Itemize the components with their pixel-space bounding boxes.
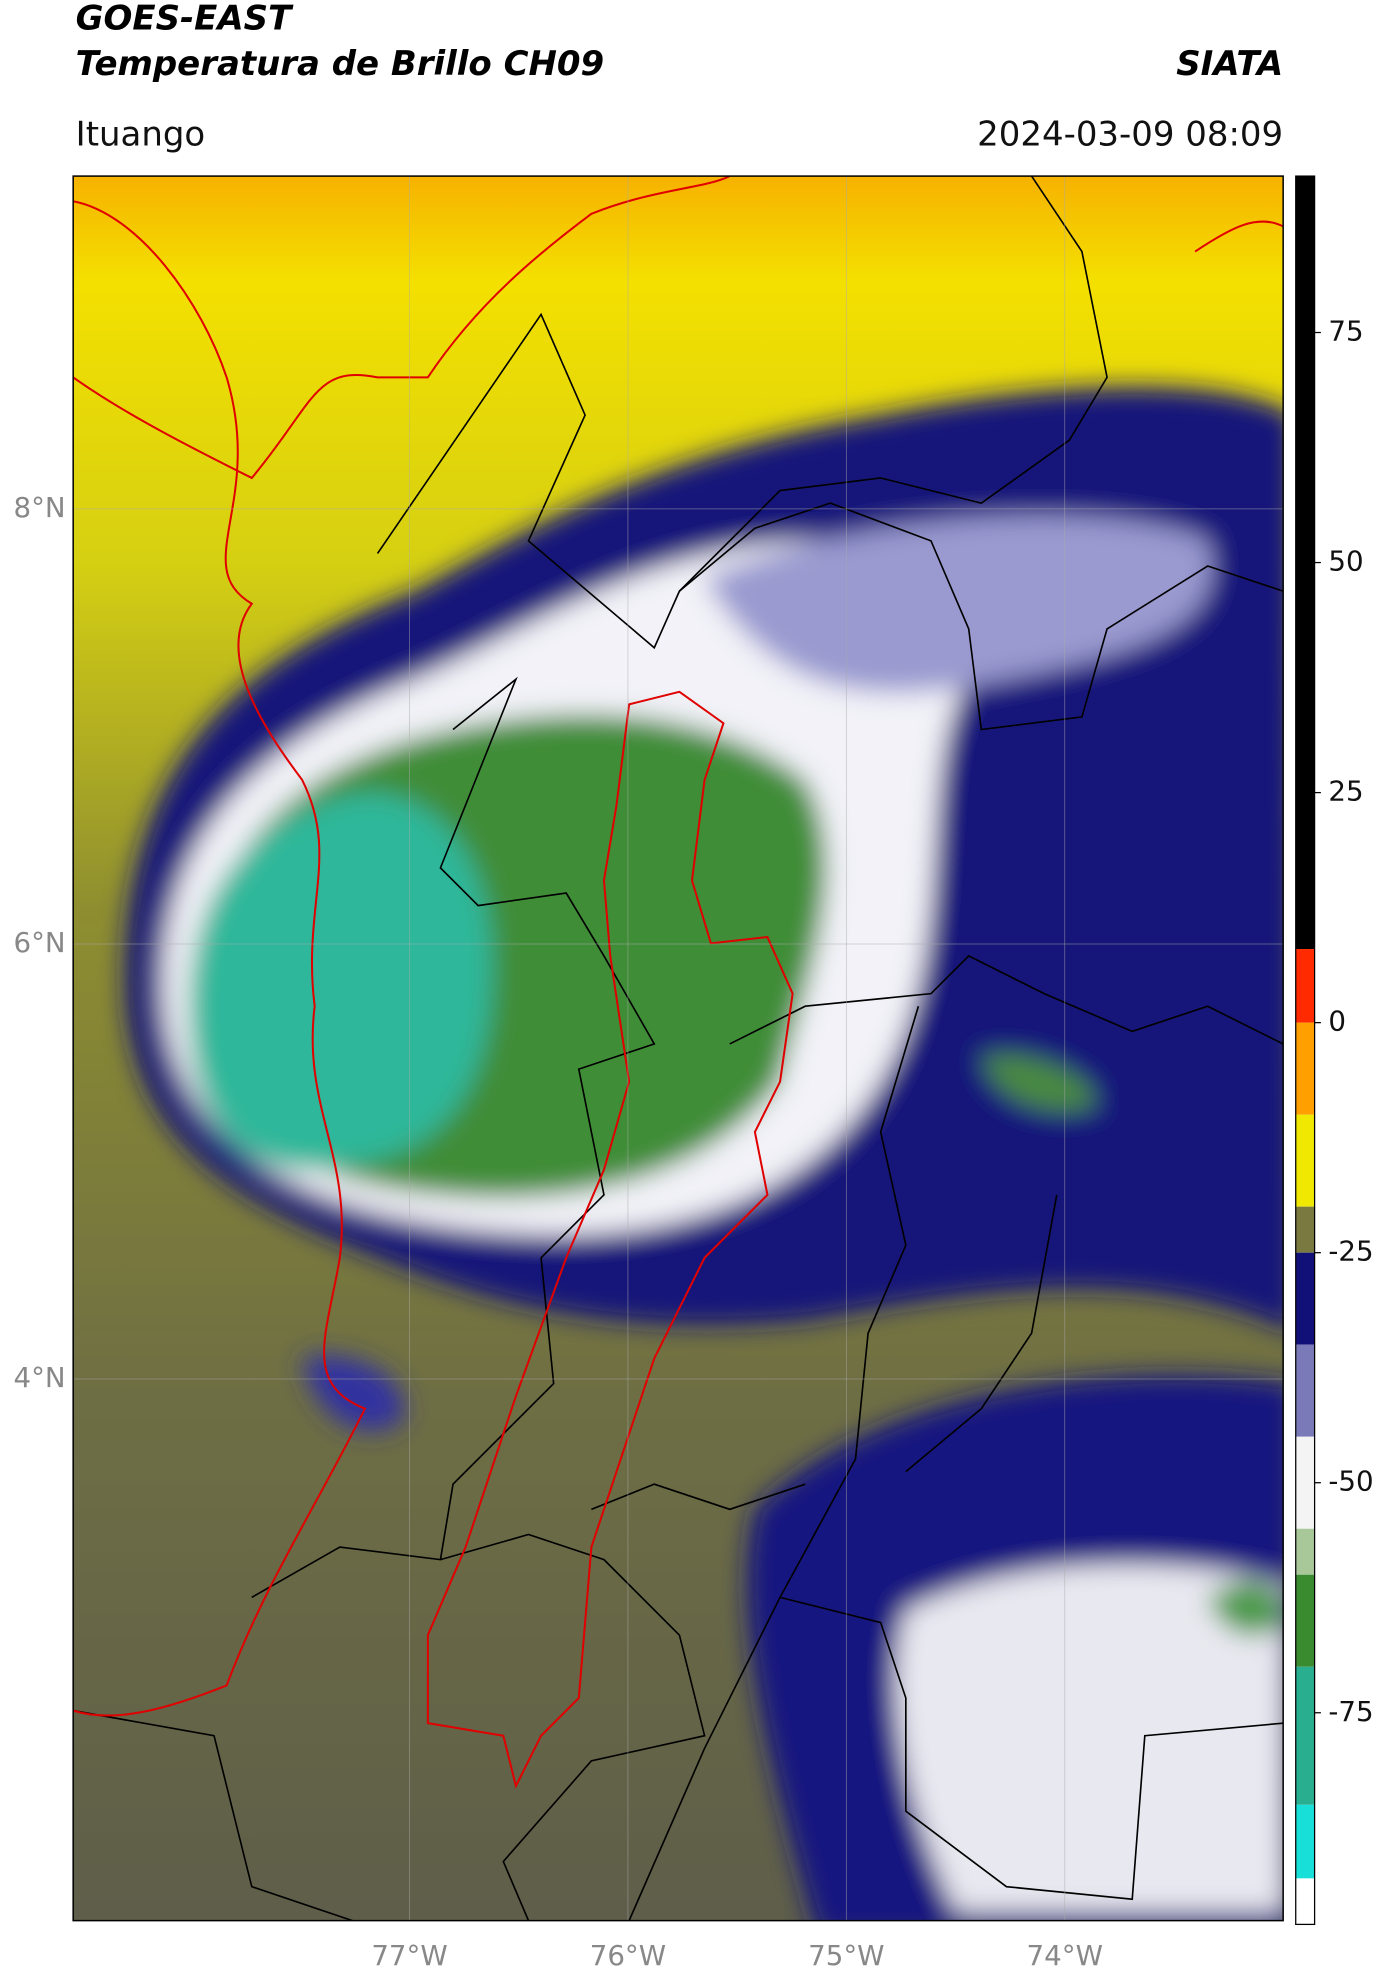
brand: SIATA: [1176, 44, 1283, 84]
colorbar-tick-label: -75: [1328, 1695, 1373, 1728]
lon-tick-label: 76°W: [590, 1939, 666, 1972]
map-frame: [72, 175, 1284, 1922]
region-borders: [73, 176, 1284, 1789]
colorbar-segment: [1295, 1574, 1315, 1667]
colorbar-segment: [1295, 1114, 1315, 1207]
colorbar-tick-label: -50: [1328, 1465, 1373, 1498]
colorbar-segment: [1295, 1436, 1315, 1529]
lat-tick-label: 8°N: [14, 491, 66, 524]
colorbar-segment: [1295, 949, 1315, 1023]
colorbar-tick-label: 50: [1328, 545, 1363, 578]
colorbar-tick-label: 25: [1328, 775, 1363, 808]
colorbar-segment: [1295, 1666, 1315, 1805]
location: Ituango: [76, 114, 206, 154]
colorbar-segment: [1295, 1206, 1315, 1253]
colorbar-segment: [1295, 1252, 1315, 1345]
colorbar-segment: [1295, 1878, 1315, 1925]
title-line2: Temperatura de Brillo CH09: [76, 44, 604, 84]
lon-tick-label: 74°W: [1027, 1939, 1103, 1972]
colorbar-tick-label: -25: [1328, 1235, 1373, 1268]
colorbar-frame: [1295, 175, 1316, 1926]
satellite-image: [73, 176, 1284, 1921]
colorbar-segment: [1295, 1344, 1315, 1437]
lon-tick-label: 75°W: [808, 1939, 884, 1972]
lon-tick-label: 77°W: [371, 1939, 447, 1972]
colorbar-segment: [1295, 1022, 1315, 1115]
title-line1: GOES-EAST: [76, 0, 294, 39]
colorbar-tick-label: 0: [1328, 1005, 1346, 1038]
datetime: 2024-03-09 08:09: [977, 114, 1283, 154]
colorbar-segment: [1295, 1528, 1315, 1575]
colorbar-tick-label: 75: [1328, 315, 1363, 348]
colorbar-segment: [1295, 1804, 1315, 1879]
borders: [73, 176, 1284, 1921]
lat-tick-label: 6°N: [14, 926, 66, 959]
colorbar-segment: [1295, 176, 1315, 950]
lat-tick-label: 4°N: [14, 1361, 66, 1394]
